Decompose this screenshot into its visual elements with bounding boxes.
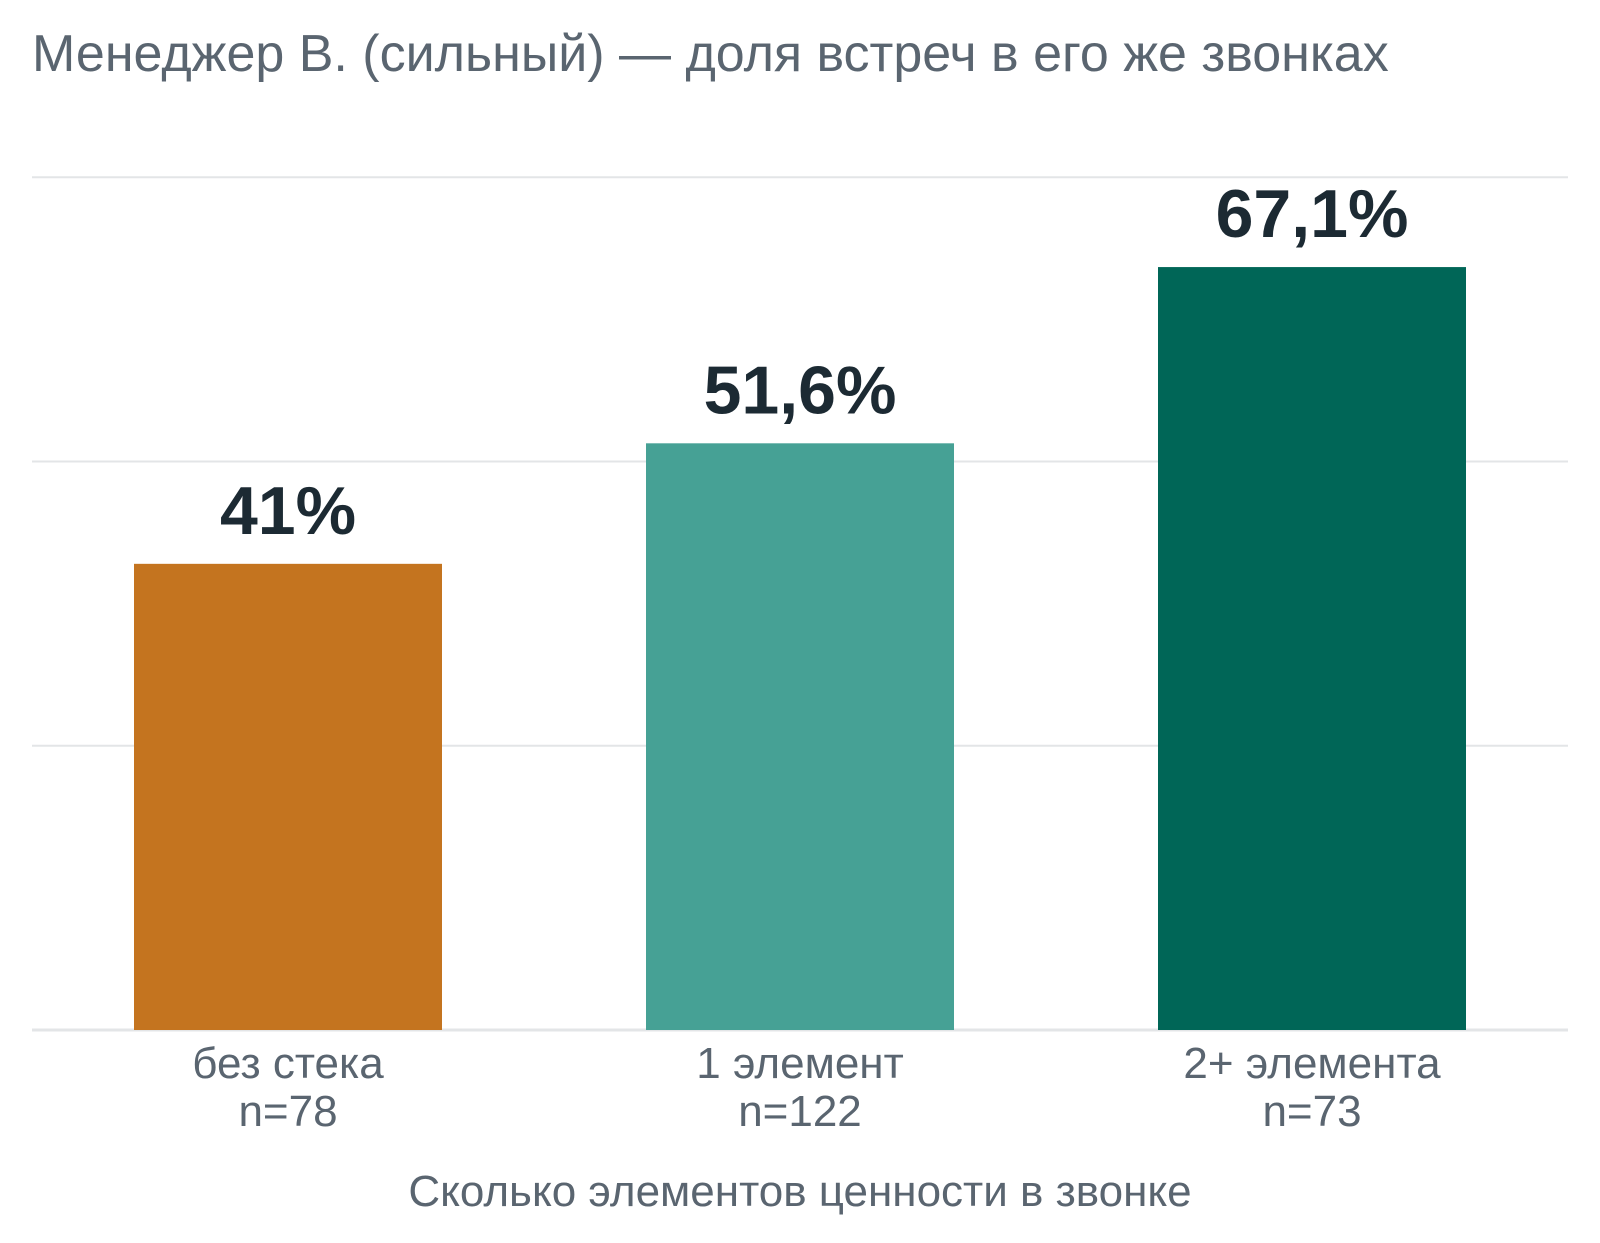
x-tick-sample-size: n=122	[738, 1087, 862, 1136]
x-tick-label: без стека	[192, 1039, 384, 1088]
bar-value-label: 41%	[220, 473, 356, 549]
x-tick-label: 2+ элемента	[1183, 1039, 1441, 1088]
bar-value-label: 67,1%	[1216, 176, 1409, 252]
x-tick-sample-size: n=73	[1262, 1087, 1361, 1136]
x-axis-title: Сколько элементов ценности в звонке	[408, 1167, 1191, 1216]
bar	[134, 563, 442, 1030]
x-tick-sample-size: n=78	[238, 1087, 337, 1136]
bar-value-label: 51,6%	[704, 352, 897, 428]
chart-title: Менеджер В. (сильный) — доля встреч в ег…	[32, 25, 1389, 83]
bar	[646, 443, 954, 1031]
x-tick-label: 1 элемент	[696, 1039, 904, 1088]
bar	[1158, 267, 1466, 1030]
